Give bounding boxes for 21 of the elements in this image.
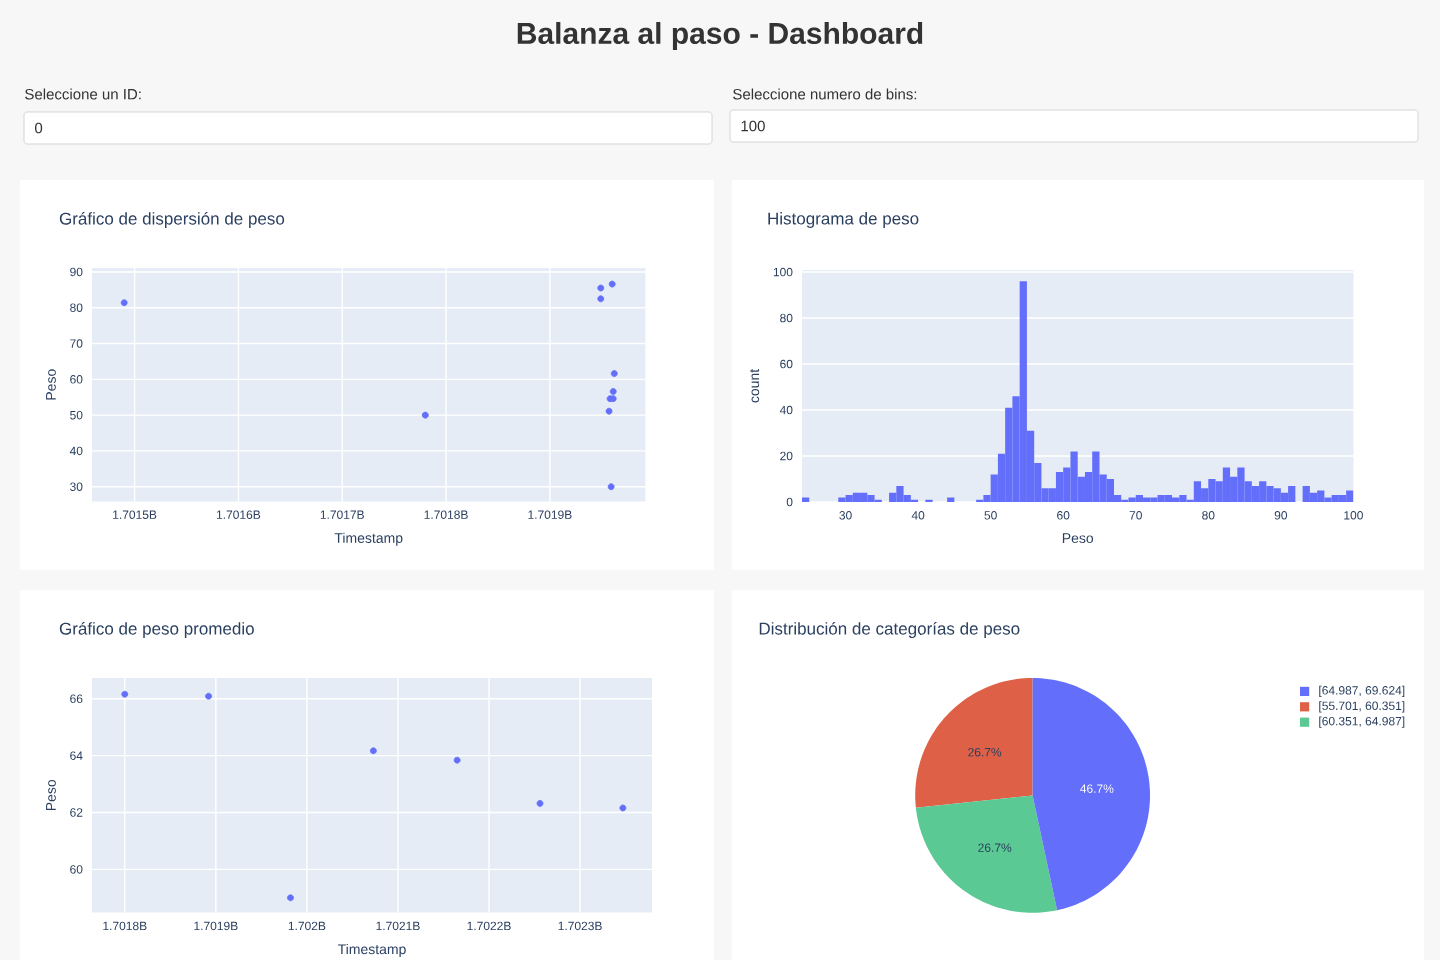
chart-title: Histograma de peso [768,212,919,228]
point [120,299,128,307]
point [421,411,429,419]
point [605,407,613,415]
point [287,894,294,902]
point [609,388,617,395]
chart-title: Gráfico de dispersión de peso [59,211,285,228]
text: Balanza al paso - Dashboard [517,22,923,50]
chart-title: Gráfico de peso promedio [59,621,254,639]
point [597,295,605,303]
point [597,284,605,292]
chart-title: Distribución de categorías de peso [759,621,1020,639]
point [121,690,129,698]
point [608,280,616,288]
point [536,800,544,807]
point [619,804,627,812]
point [205,692,212,700]
point [610,370,618,377]
point [369,747,377,755]
point [453,756,461,764]
point [607,483,615,491]
